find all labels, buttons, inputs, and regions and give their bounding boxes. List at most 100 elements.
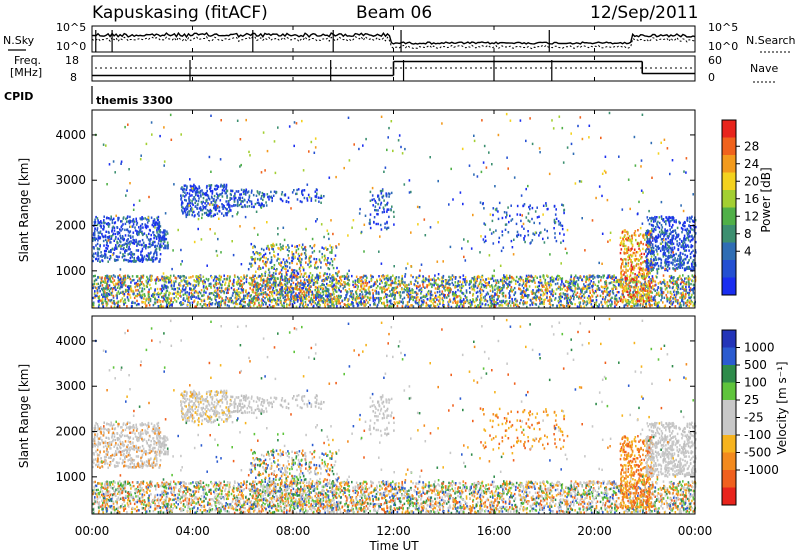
power-cell [576, 283, 579, 286]
power-cell [198, 214, 200, 217]
power-cell [226, 190, 228, 193]
power-cell [459, 276, 462, 279]
power-cell [691, 300, 693, 304]
power-cell [136, 232, 138, 235]
power-cell [231, 204, 233, 208]
power-cell [215, 275, 217, 278]
power-cell [369, 291, 371, 294]
power-cell [525, 277, 527, 280]
power-cell [665, 293, 668, 297]
power-cell [130, 236, 132, 239]
power-cell [305, 303, 307, 306]
power-cell [174, 288, 176, 291]
power-cell [515, 275, 518, 279]
power-cell [478, 275, 480, 279]
power-cell [224, 212, 227, 215]
power-cell [571, 302, 574, 306]
power-cell [629, 300, 631, 304]
power-cell [316, 188, 318, 192]
power-cell [124, 288, 127, 292]
power-cell [132, 231, 135, 234]
power-cell [115, 255, 118, 258]
power-cell [105, 230, 107, 233]
power-cell [214, 208, 217, 211]
power-cell [102, 235, 105, 239]
power-cell [374, 289, 376, 292]
power-cell [167, 296, 169, 300]
power-cell [415, 296, 418, 299]
power-cell [102, 224, 105, 227]
power-cell [272, 297, 275, 300]
power-cell [142, 217, 145, 220]
power-cell [670, 295, 672, 299]
power-cell [495, 293, 498, 296]
power-cell [143, 287, 146, 291]
power-cell [588, 284, 590, 288]
power-cell [250, 301, 252, 304]
power-cell [347, 302, 349, 306]
power-cell [225, 186, 228, 189]
power-cell [659, 280, 662, 284]
power-cell [124, 298, 126, 301]
power-cell [271, 196, 273, 200]
power-cell [185, 193, 187, 197]
power-cell [306, 279, 308, 282]
power-cell [196, 187, 199, 191]
power-cell [236, 201, 239, 204]
power-cell [500, 299, 503, 303]
power-cell [179, 294, 181, 297]
power-cell [225, 208, 228, 211]
power-cell [685, 283, 688, 286]
power-cell [132, 218, 135, 221]
power-cell [674, 297, 676, 301]
power-cell [132, 220, 134, 223]
power-cell [284, 291, 287, 294]
power-cell [363, 287, 365, 291]
power-cell [556, 304, 558, 307]
power-cell [558, 275, 561, 278]
power-cell [362, 280, 364, 284]
power-cell [627, 287, 630, 290]
power-cell [105, 301, 108, 304]
power-cell [434, 282, 437, 285]
power-cell [116, 286, 119, 289]
power-cell [412, 289, 414, 292]
power-cell [303, 305, 306, 308]
power-cell [551, 290, 553, 293]
power-cell [229, 209, 232, 212]
power-cell [262, 288, 264, 291]
power-cell [262, 303, 265, 306]
power-cell [309, 285, 311, 288]
power-cell [389, 290, 391, 293]
power-cell [301, 302, 304, 305]
power-cell [574, 303, 576, 306]
power-cell [666, 290, 669, 293]
power-cell [156, 244, 159, 248]
power-cell [366, 276, 368, 279]
power-cell [606, 286, 609, 290]
power-cell [522, 282, 525, 285]
power-cell [165, 244, 167, 247]
power-cell [339, 281, 342, 285]
power-cell [284, 261, 286, 264]
power-cell [194, 205, 197, 208]
power-cell [128, 245, 130, 249]
power-cell [135, 220, 138, 223]
power-cell [344, 285, 346, 288]
power-cell [165, 276, 168, 280]
power-cell [121, 237, 124, 240]
power-cell [439, 302, 441, 305]
power-cell [273, 291, 276, 295]
power-cell [190, 276, 192, 279]
power-cell [652, 284, 654, 288]
power-cell [309, 290, 312, 293]
power-cell [464, 294, 466, 298]
power-cell [133, 258, 136, 261]
power-cell [556, 275, 558, 279]
power-cell [235, 281, 238, 284]
power-cell [221, 212, 223, 215]
power-cell [529, 298, 532, 302]
power-cell [677, 284, 680, 287]
power-cell [96, 247, 99, 250]
